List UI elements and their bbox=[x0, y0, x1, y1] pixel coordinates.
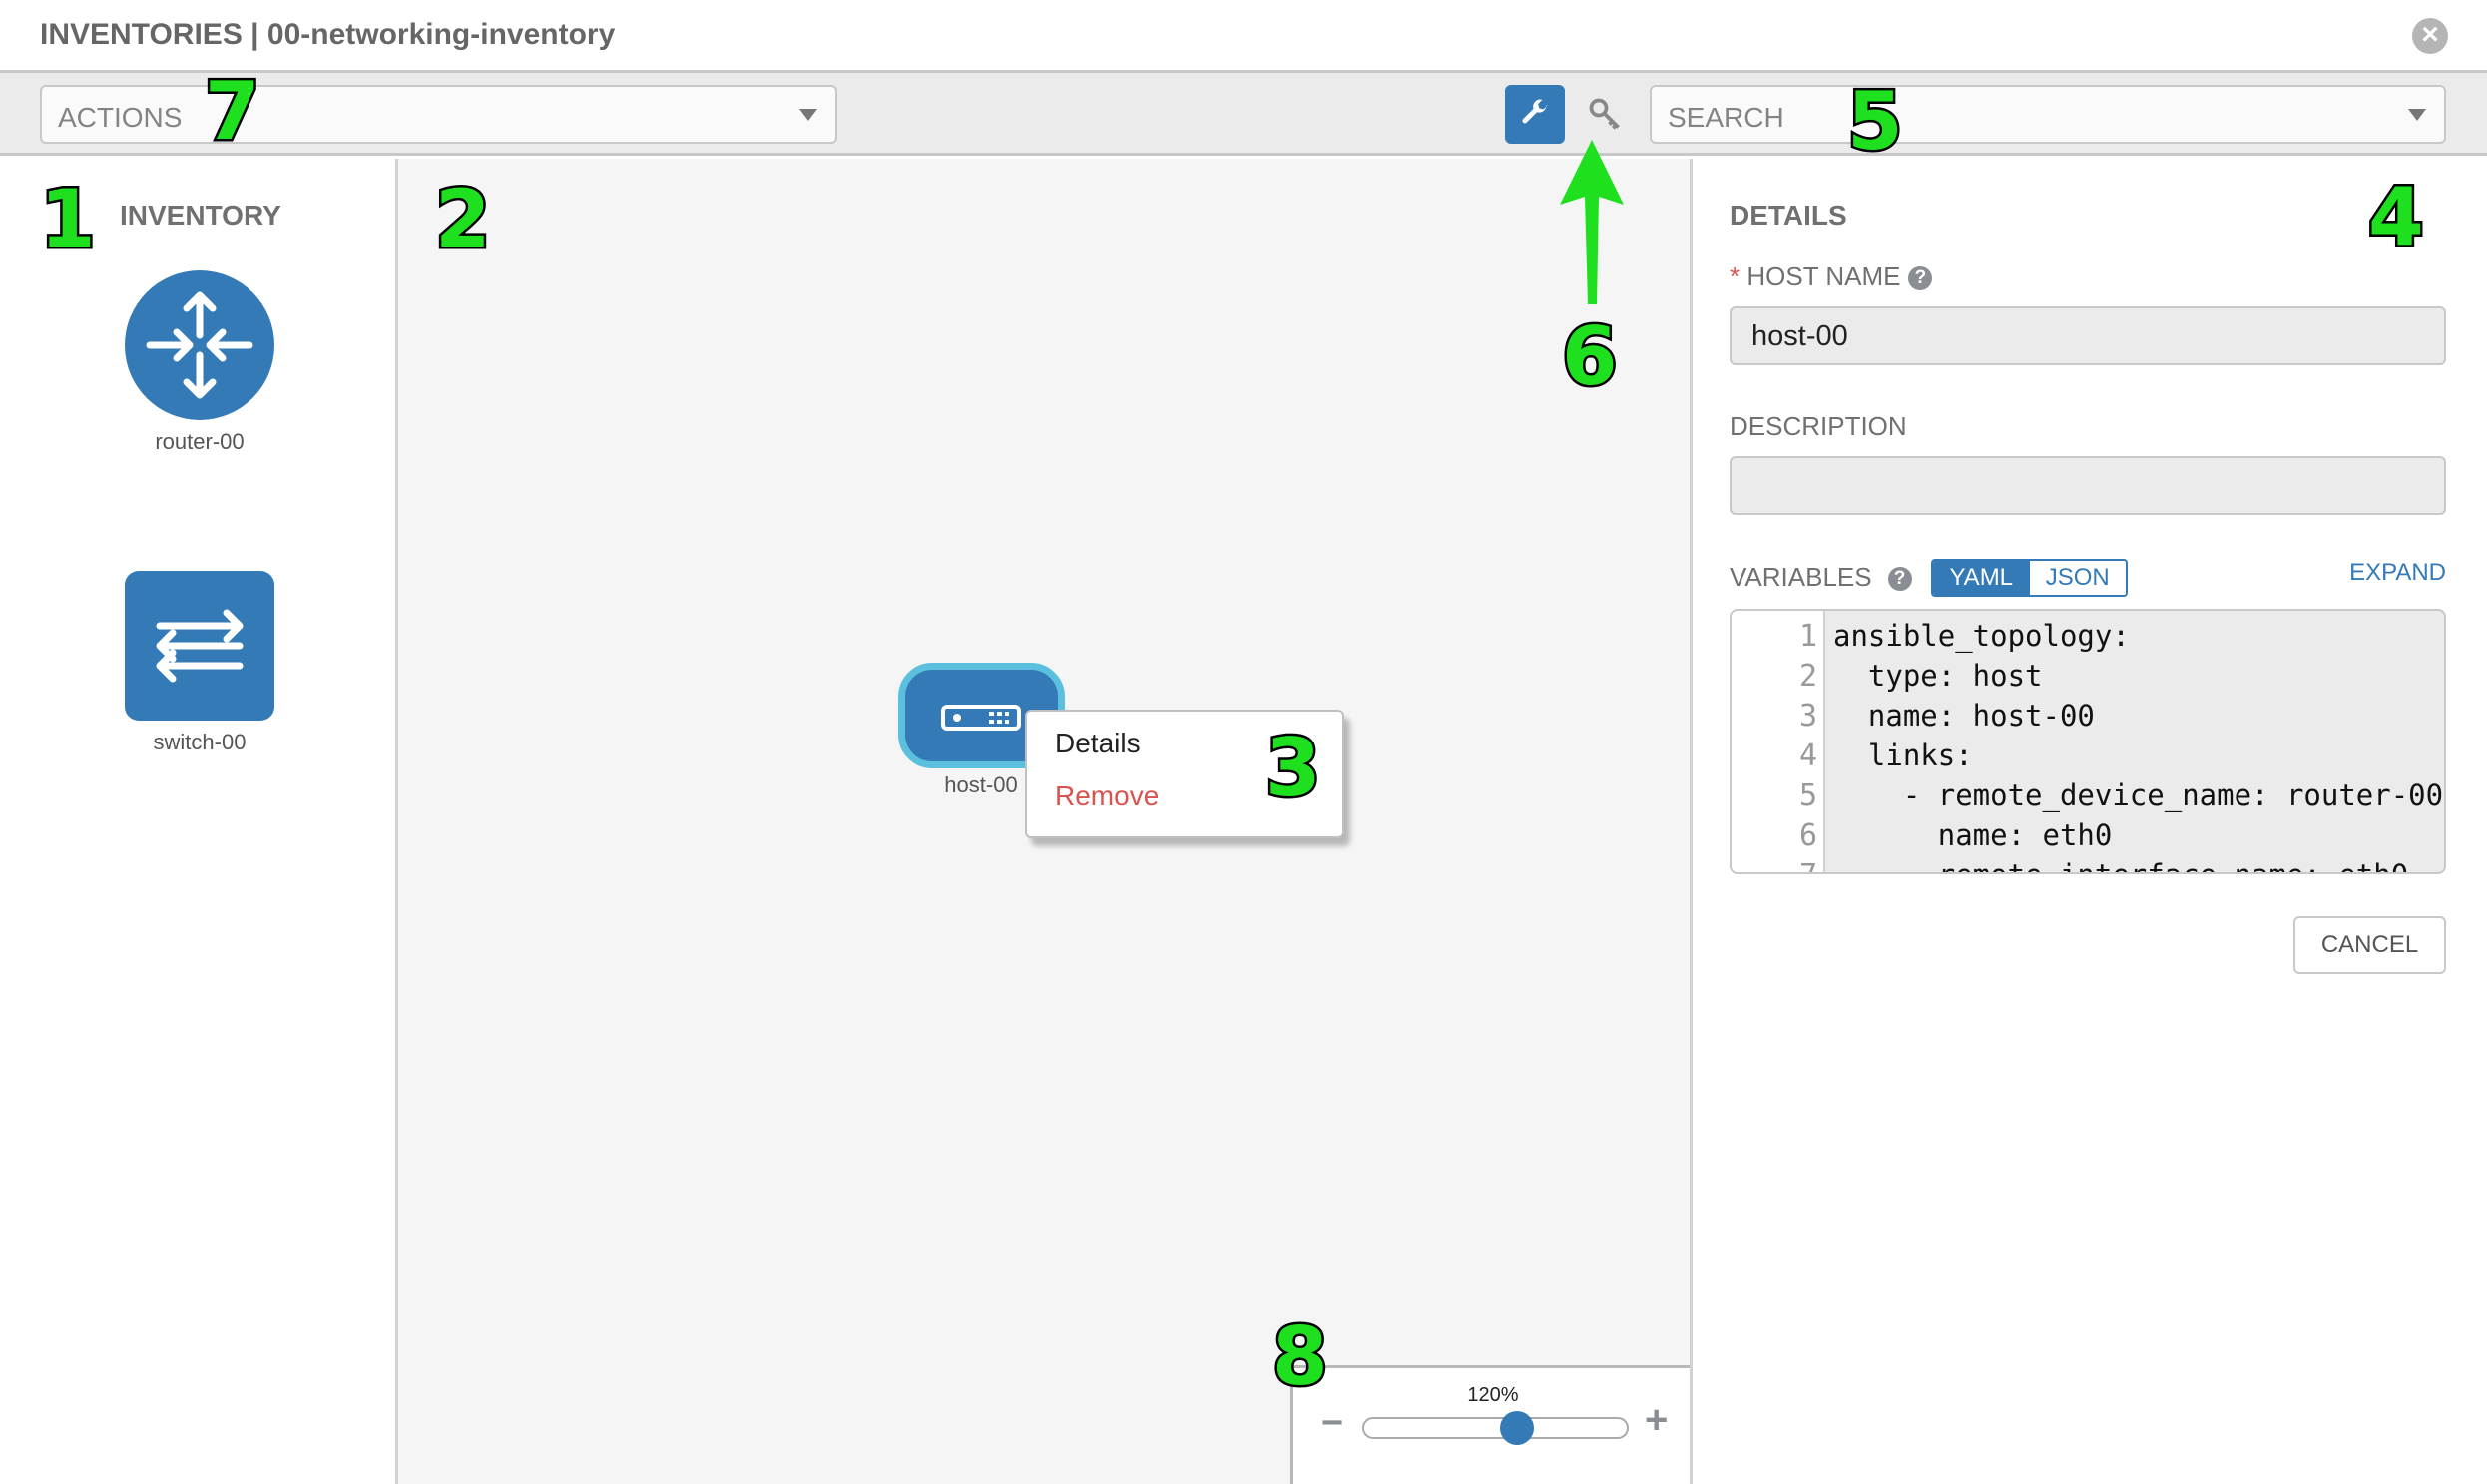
inventory-title: INVENTORY bbox=[120, 200, 281, 231]
search-dropdown[interactable]: SEARCH bbox=[1650, 85, 2446, 144]
cancel-button[interactable]: CANCEL bbox=[2293, 916, 2446, 974]
host-name-input[interactable]: host-00 bbox=[1730, 306, 2446, 365]
annotation-4: 4 bbox=[2366, 171, 2427, 263]
switch-icon[interactable] bbox=[125, 571, 274, 721]
annotation-5: 5 bbox=[1845, 75, 1906, 168]
line-number: 2 bbox=[1798, 659, 1817, 694]
line-number: 7 bbox=[1732, 858, 1817, 872]
annotation-2: 2 bbox=[433, 173, 494, 265]
zoom-slider-thumb[interactable] bbox=[1499, 1411, 1534, 1445]
zoom-slider[interactable] bbox=[1362, 1411, 1629, 1445]
code-line: - remote_device_name: router-00 bbox=[1833, 778, 2444, 812]
line-gutter: 1 2 3 4 5 6 7 bbox=[1732, 611, 1825, 872]
description-input[interactable] bbox=[1730, 456, 2446, 515]
title-bar: INVENTORIES | 00-networking-inventory × bbox=[0, 0, 2487, 73]
line-number: 3 bbox=[1798, 699, 1817, 734]
host-name-label-text: HOST NAME bbox=[1746, 261, 1901, 291]
code-line: ansible_topology: bbox=[1833, 619, 2130, 653]
line-number: 6 bbox=[1798, 818, 1817, 853]
zoom-out-icon[interactable]: − bbox=[1321, 1402, 1344, 1444]
key-icon[interactable] bbox=[1585, 96, 1625, 136]
wrench-icon[interactable] bbox=[1505, 85, 1565, 144]
code-line: remote_interface_name: eth0 bbox=[1833, 858, 2408, 872]
code-line: name: eth0 bbox=[1833, 818, 2113, 852]
annotation-1: 1 bbox=[38, 173, 99, 265]
description-label: DESCRIPTION bbox=[1730, 411, 1907, 441]
required-mark: * bbox=[1730, 261, 1741, 291]
line-number: 1 bbox=[1798, 619, 1817, 654]
chevron-down-icon bbox=[799, 109, 817, 121]
yaml-toggle[interactable]: YAML bbox=[1933, 561, 2030, 595]
annotation-3: 3 bbox=[1263, 722, 1324, 814]
chevron-down-icon bbox=[2408, 109, 2426, 121]
variables-editor[interactable]: 1 2 3 4 5 6 7 ansible_topology: type: host nam… bbox=[1730, 609, 2446, 874]
server-icon bbox=[941, 705, 1021, 731]
line-number: 4 bbox=[1798, 739, 1817, 773]
page-title: INVENTORIES | 00-networking-inventory bbox=[40, 18, 616, 51]
variables-label: VARIABLES? bbox=[1730, 562, 1912, 593]
close-icon[interactable]: × bbox=[2412, 18, 2448, 54]
router-icon[interactable] bbox=[125, 270, 274, 420]
menu-item-remove[interactable]: Remove bbox=[1055, 780, 1160, 811]
help-icon[interactable]: ? bbox=[1887, 567, 1912, 591]
format-toggle: YAML JSON bbox=[1931, 559, 2128, 597]
variables-label-text: VARIABLES bbox=[1730, 562, 1872, 592]
annotation-6: 6 bbox=[1560, 310, 1621, 403]
line-number: 5 bbox=[1798, 778, 1817, 813]
help-icon[interactable]: ? bbox=[1908, 266, 1933, 290]
zoom-level: 120% bbox=[1467, 1384, 1519, 1406]
arrow-up-icon bbox=[1560, 140, 1624, 304]
expand-link[interactable]: EXPAND bbox=[2349, 559, 2446, 586]
context-menu: Details Remove bbox=[1025, 710, 1344, 838]
host-label: host-00 bbox=[944, 772, 1018, 797]
code-line: type: host bbox=[1833, 659, 2043, 693]
annotation-7: 7 bbox=[203, 65, 263, 158]
zoom-in-icon[interactable]: + bbox=[1645, 1398, 1669, 1442]
code-line: name: host-00 bbox=[1833, 699, 2095, 733]
json-toggle[interactable]: JSON bbox=[2029, 561, 2126, 595]
menu-item-details[interactable]: Details bbox=[1055, 728, 1141, 758]
actions-placeholder: ACTIONS bbox=[58, 102, 183, 133]
router-label: router-00 bbox=[155, 429, 245, 454]
actions-dropdown[interactable]: ACTIONS bbox=[40, 85, 837, 144]
details-title: DETAILS bbox=[1730, 200, 1847, 231]
zoom-panel: 120% − + bbox=[1290, 1365, 1690, 1484]
host-name-label: * HOST NAME? bbox=[1730, 261, 1933, 292]
search-placeholder: SEARCH bbox=[1668, 102, 1784, 133]
annotation-8: 8 bbox=[1270, 1310, 1331, 1403]
code-line: links: bbox=[1833, 739, 1973, 772]
switch-label: switch-00 bbox=[153, 730, 247, 754]
